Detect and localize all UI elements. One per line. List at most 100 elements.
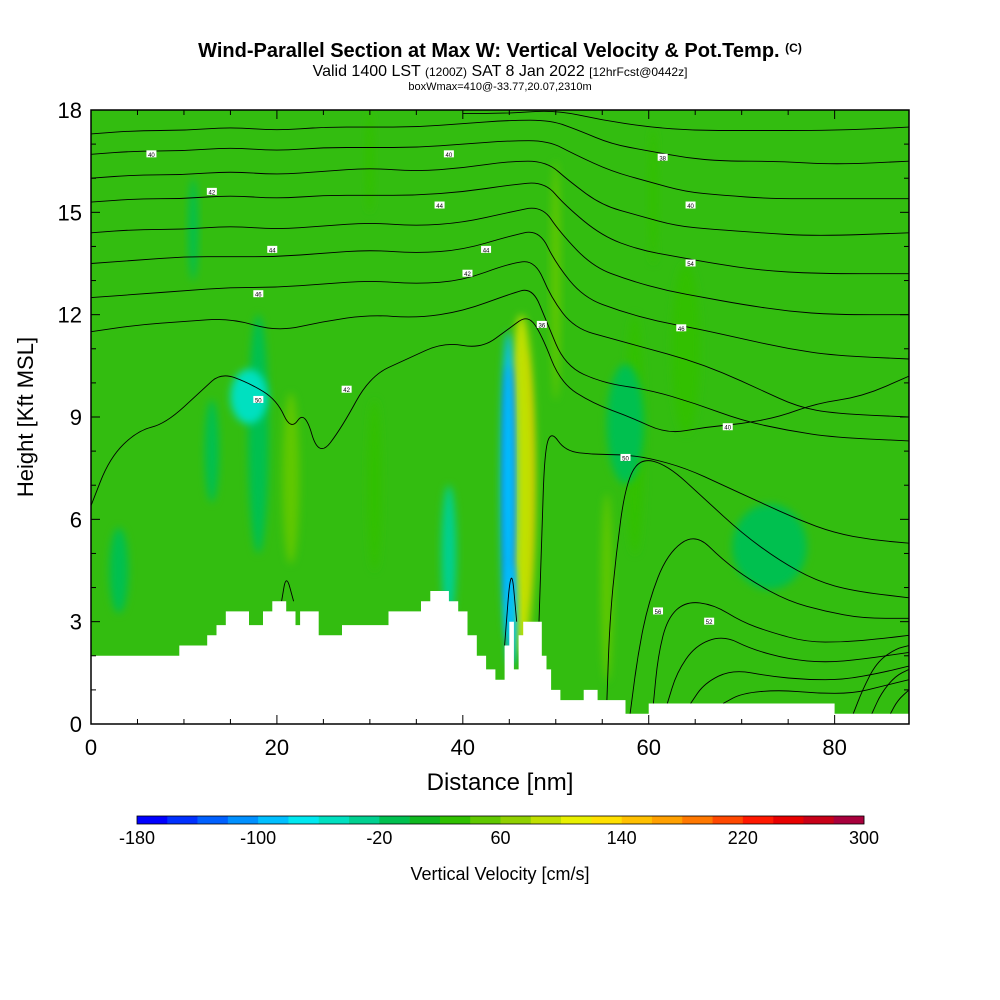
velocity-cell-7 [248,314,269,554]
colorbar-tick-label: 300 [849,828,879,848]
velocity-cell-16 [732,503,807,590]
colorbar-swatch [500,816,532,824]
colorbar-swatch [742,816,774,824]
colorbar-swatch [712,816,744,824]
svg-text:46: 46 [255,293,262,299]
colorbar-swatch [651,816,683,824]
contour-label-7: 44 [434,201,445,210]
svg-text:40: 40 [446,153,453,159]
colorbar-swatch [682,816,713,824]
theta-contour-14 [666,637,909,704]
theta-contour-20 [281,580,295,602]
x-tick-label: 60 [636,735,660,760]
velocity-cell-10 [367,399,382,571]
svg-text:44: 44 [483,248,490,254]
theta-contour-10 [538,435,909,622]
theta-contour-1 [91,289,909,442]
contour-label-16: 50 [620,453,631,462]
velocity-cell-20 [109,527,129,614]
theta-contour-15 [690,665,909,704]
x-axis-label: Distance [nm] [427,769,574,796]
theta-contour-4 [91,207,909,316]
x-tick-label: 40 [451,735,475,760]
chart-subtitle: Valid 1400 LST (1200Z) SAT 8 Jan 2022 [1… [0,63,1000,81]
colorbar-swatch [833,816,865,824]
contour-label-6: 40 [443,150,454,159]
y-tick-label: 12 [58,303,82,328]
theta-contour-5 [91,182,909,275]
colorbar-swatch [258,816,289,824]
chart-title-text: Wind-Parallel Section at Max W: Vertical… [198,40,780,62]
contour-label-15: 40 [722,423,733,432]
valid-date: SAT 8 Jan 2022 [471,63,585,80]
colorbar-swatch [591,816,622,824]
colorbar-tick-label: 60 [490,828,510,848]
velocity-cell-6 [282,393,300,564]
svg-text:38: 38 [659,156,666,162]
contour-label-13: 54 [685,259,696,268]
svg-text:44: 44 [436,204,443,210]
colorbar-swatch [470,816,501,824]
forecast-info: [12hrFcst@0442z] [589,65,688,79]
colorbar-tick-label: -100 [240,828,276,848]
contour-label-10: 36 [536,320,547,329]
contour-label-2: 46 [253,290,264,299]
colorbar-swatch [349,816,380,824]
svg-text:52: 52 [706,620,713,626]
colorbar-swatch [621,816,653,824]
copyright-mark: (C) [785,41,802,55]
colorbar-tick-label: 140 [607,828,637,848]
contour-label-0: 50 [253,395,264,404]
y-axis-label: Height [Kft MSL] [13,337,38,497]
theta-contour-2 [91,261,909,418]
contour-label-1: 42 [341,385,352,394]
theta-contour-17 [852,645,909,714]
theta-contour-11 [606,460,909,701]
colorbar-swatch [318,816,350,824]
theta-contour-7 [91,140,909,200]
contour-label-4: 42 [206,187,217,196]
chart-title-block: Wind-Parallel Section at Max W: Vertical… [0,36,1000,93]
contour-label-11: 38 [657,153,668,162]
valid-time-local: Valid 1400 LST [312,63,421,80]
colorbar-swatch [773,816,804,824]
svg-text:42: 42 [343,388,350,394]
velocity-cell-14 [606,364,645,484]
contour-label-14: 46 [676,324,687,333]
svg-text:50: 50 [622,456,629,462]
theta-contour-12 [629,538,909,714]
valid-time-utc: (1200Z) [424,65,467,79]
contour-label-8: 44 [481,245,492,254]
theta-contour-16 [722,679,909,704]
svg-text:50: 50 [255,398,262,404]
colorbar-tick-label: 220 [728,828,758,848]
colorbar-swatch [288,816,320,824]
svg-text:44: 44 [269,248,276,254]
velocity-cell-21 [188,178,198,281]
theta-contour-3 [91,231,909,360]
velocity-cell-11 [441,485,457,622]
velocity-cell-19 [648,127,659,264]
colorbar-tick-label: -20 [366,828,392,848]
svg-text:40: 40 [687,204,694,210]
colorbar: -180 -100 -20 60 140 220 300 [119,815,879,848]
contour-label-18: 52 [704,617,715,626]
theta-contour-19 [890,689,909,715]
y-tick-label: 3 [70,610,82,635]
velocity-cell-8 [230,369,268,424]
y-tick-label: 15 [58,200,82,225]
contour-label-12: 40 [685,201,696,210]
velocity-cell-4 [500,331,516,639]
velocity-cell-15 [671,263,700,435]
velocity-cell-9 [204,399,219,503]
x-tick-label: 80 [822,735,846,760]
colorbar-tick-label: -180 [119,828,155,848]
svg-text:42: 42 [208,190,215,196]
theta-contour-18 [871,668,909,714]
terrain-mask [91,591,909,724]
colorbar-swatch [561,816,592,824]
colorbar-swatch [379,816,410,824]
theta-contour-9 [462,110,909,131]
colorbar-swatch [439,816,471,824]
